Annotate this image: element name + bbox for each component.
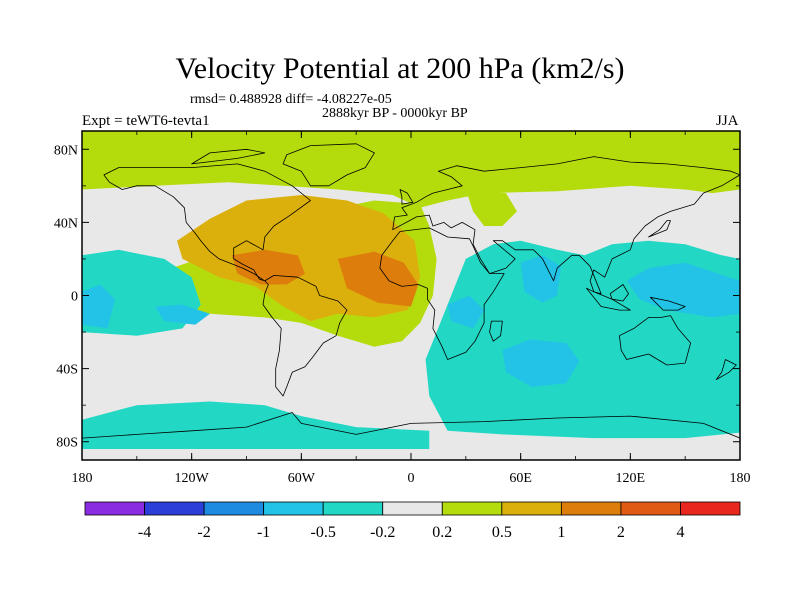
colorbar-label: 1 (557, 524, 565, 541)
axes-layer: 180 120W 60W 0 60E 120E 180 80N 40N 0 40S 80S (54, 130, 751, 486)
colorbar-swatch (441, 501, 503, 516)
coast-eurasia (392, 156, 740, 295)
map-layer (82, 131, 740, 460)
colorbar-swatch (560, 501, 622, 516)
colorbar-swatch (144, 501, 205, 516)
coast-uk (399, 189, 414, 205)
coast-antarctica (82, 412, 740, 460)
colorbar-swatch (620, 501, 681, 516)
x-tick-label: 120W (175, 471, 210, 486)
x-tick-label: 0 (408, 471, 415, 486)
colorbar-label: -0.2 (370, 524, 395, 541)
field-arabian-sea-negative (520, 255, 561, 303)
colorbar-label: 2 (617, 524, 625, 541)
x-tick-label: 60W (288, 471, 316, 486)
colorbar: -4 -2 -1 -0.5 -0.2 0.2 0.5 1 2 4 (84, 501, 741, 541)
y-tick-label: 80N (54, 143, 78, 158)
y-tick-label: 80S (56, 436, 78, 451)
coast-north-america (103, 163, 311, 282)
colorbar-label: -4 (138, 524, 151, 541)
colorbar-swatch (203, 501, 265, 516)
field-northern-positive (82, 131, 740, 208)
y-tick-label: 40S (56, 363, 78, 378)
y-tick-label: 0 (71, 290, 78, 305)
period-subtitle: 2888kyr BP - 0000kyr BP (322, 106, 468, 121)
coast-new-guinea (650, 296, 686, 311)
coast-madagascar (489, 320, 503, 342)
field-west-pacific-negative (626, 262, 740, 318)
colorbar-swatch (501, 501, 562, 516)
colorbar-swatch (382, 501, 443, 516)
colorbar-swatch (680, 501, 741, 516)
colorbar-label: 4 (676, 524, 684, 541)
colorbar-label: -2 (197, 524, 210, 541)
field-indian-ocean-negative (502, 339, 580, 387)
y-tick-label: 40N (54, 216, 78, 231)
x-tick-label: 60E (509, 471, 532, 486)
field-arabia-positive (465, 189, 517, 226)
colorbar-label: 0.5 (492, 524, 512, 541)
field-east-africa-negative (447, 295, 485, 329)
experiment-label: Expt = teWT6-tevta1 (82, 113, 210, 129)
season-label: JJA (716, 113, 739, 129)
x-tick-label: 120E (616, 471, 646, 486)
colorbar-swatch (84, 501, 145, 516)
colorbar-label: -0.5 (311, 524, 336, 541)
stats-subtitle: rmsd= 0.488928 diff= -4.08227e-05 (190, 92, 392, 107)
field-east-pacific-negative (82, 284, 115, 329)
colorbar-label: -1 (257, 524, 270, 541)
x-tick-label: 180 (730, 471, 751, 486)
coast-south-america (262, 275, 348, 397)
coast-new-zealand (715, 359, 737, 380)
x-tick-label: 180 (72, 471, 93, 486)
coast-arctic-islands (191, 148, 266, 165)
coast-japan (648, 220, 671, 238)
coast-greenland (282, 143, 375, 187)
coast-australia (619, 315, 691, 366)
colorbar-swatch (322, 501, 384, 516)
coast-borneo (609, 284, 629, 302)
colorbar-swatch (263, 501, 324, 516)
colorbar-label: 0.2 (432, 524, 452, 541)
field-central-america-max (231, 249, 305, 285)
coast-africa (379, 227, 505, 360)
coast-indonesia (586, 287, 631, 311)
field-africa-max (337, 251, 419, 307)
field-south-atlantic-negative (82, 401, 430, 449)
chart-title: Velocity Potential at 200 hPa (km2/s) (175, 52, 625, 85)
field-south-pacific-negative (155, 304, 210, 325)
